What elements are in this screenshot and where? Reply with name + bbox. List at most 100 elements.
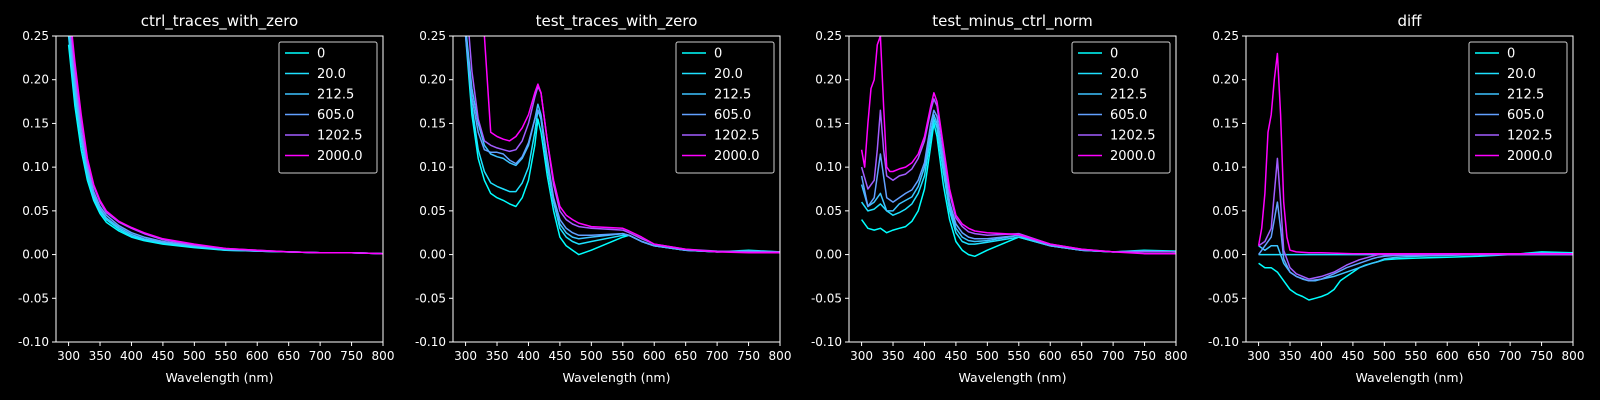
x-tick-label: 600	[1436, 349, 1459, 363]
legend-box	[278, 41, 378, 174]
legend-label: 605.0	[1110, 108, 1147, 123]
y-tick-label: 0.05	[1212, 204, 1239, 218]
legend: 0 20.0 212.5 605.0 1202.5 2000.0	[278, 41, 378, 174]
plot-frame	[55, 35, 384, 343]
x-axis-label: Wavelength (nm)	[1356, 370, 1464, 385]
x-tick-label: 750	[1530, 349, 1553, 363]
y-tick-label: 0.00	[22, 248, 49, 262]
y-tick-label: 0.20	[815, 73, 842, 87]
legend-label: 1202.5	[1507, 129, 1553, 144]
x-tick-label: 350	[89, 349, 112, 363]
x-tick-label: 450	[548, 349, 571, 363]
series-line-5	[1257, 52, 1573, 255]
x-tick-label: 700	[1499, 349, 1522, 363]
legend-label: 212.5	[1110, 88, 1147, 103]
legend: 0 20.0 212.5 605.0 1202.5 2000.0	[1468, 41, 1568, 174]
x-tick-label: 650	[277, 349, 300, 363]
y-tick-label: 0.00	[815, 248, 842, 262]
legend-label: 20.0	[317, 67, 346, 82]
y-tick-label: 0.15	[1212, 116, 1239, 130]
x-tick-label: 800	[769, 349, 792, 363]
x-tick-label: 500	[183, 349, 206, 363]
y-tick-label: -0.05	[1208, 291, 1239, 305]
series-line-3	[860, 109, 1176, 253]
plot-frame	[452, 35, 781, 343]
x-tick-label: 350	[486, 349, 509, 363]
y-tick-label: 0.25	[419, 29, 446, 43]
x-tick-label: 650	[1070, 349, 1093, 363]
y-tick-label: -0.10	[415, 335, 446, 349]
x-tick-label: 500	[580, 349, 603, 363]
legend-label: 605.0	[317, 108, 354, 123]
series-line-0	[1258, 251, 1573, 301]
x-tick-label: 550	[1404, 349, 1427, 363]
x-tick-label: 700	[1102, 349, 1125, 363]
series-line-5	[860, 36, 1176, 255]
series-line-3	[1257, 201, 1573, 282]
legend-label: 605.0	[714, 108, 751, 123]
x-tick-label: 450	[1341, 349, 1364, 363]
legend-label: 2000.0	[714, 149, 760, 164]
y-tick-label: 0.25	[1212, 29, 1239, 43]
legend-label: 0	[1507, 47, 1515, 62]
x-tick-label: 400	[913, 349, 936, 363]
x-tick-label: 750	[737, 349, 760, 363]
plot-frame	[1245, 35, 1574, 343]
legend-label: 2000.0	[317, 149, 363, 164]
legend-label: 20.0	[1110, 67, 1139, 82]
series-group	[860, 36, 1176, 258]
y-tick-label: 0.10	[815, 160, 842, 174]
legend-label: 20.0	[714, 67, 743, 82]
y-tick-label: -0.05	[415, 291, 446, 305]
y-tick-label: 0.20	[1212, 73, 1239, 87]
x-tick-label: 450	[944, 349, 967, 363]
x-tick-label: 750	[1133, 349, 1156, 363]
chart-title: ctrl_traces_with_zero	[141, 12, 298, 31]
series-line-5	[483, 36, 780, 254]
legend-box	[675, 41, 775, 174]
series-group	[1257, 52, 1573, 301]
y-tick-label: 0.05	[22, 204, 49, 218]
series-line-5	[71, 36, 383, 255]
y-tick-label: 0.00	[1212, 248, 1239, 262]
y-tick-label: 0.10	[419, 160, 446, 174]
x-tick-label: 650	[674, 349, 697, 363]
series-line-4	[1258, 157, 1573, 280]
y-tick-label: 0.10	[22, 160, 49, 174]
y-tick-label: -0.05	[811, 291, 842, 305]
chart-title: diff	[1397, 12, 1422, 30]
series-group	[464, 36, 780, 256]
legend-label: 1202.5	[1110, 129, 1156, 144]
x-tick-label: 750	[340, 349, 363, 363]
series-line-2	[1258, 245, 1573, 282]
x-tick-label: 800	[1562, 349, 1585, 363]
x-tick-label: 500	[976, 349, 999, 363]
legend-label: 0	[1110, 47, 1118, 62]
legend-box	[1468, 41, 1568, 174]
y-tick-label: 0.05	[419, 204, 446, 218]
x-tick-label: 300	[1247, 349, 1270, 363]
x-tick-label: 800	[1165, 349, 1188, 363]
x-tick-label: 700	[309, 349, 332, 363]
y-tick-label: 0.05	[815, 204, 842, 218]
y-tick-label: 0.20	[419, 73, 446, 87]
y-tick-label: 0.00	[419, 248, 446, 262]
y-tick-label: 0.10	[1212, 160, 1239, 174]
x-tick-label: 350	[1279, 349, 1302, 363]
y-tick-label: 0.15	[419, 116, 446, 130]
y-tick-label: -0.05	[18, 291, 49, 305]
y-tick-label: 0.25	[22, 29, 49, 43]
y-tick-label: -0.10	[1208, 335, 1239, 349]
legend-label: 605.0	[1507, 108, 1544, 123]
y-tick-label: 0.15	[815, 116, 842, 130]
x-axis-label: Wavelength (nm)	[166, 370, 274, 385]
x-tick-label: 600	[1039, 349, 1062, 363]
legend-label: 0	[317, 47, 325, 62]
legend-label: 2000.0	[1507, 149, 1553, 164]
y-tick-label: 0.25	[815, 29, 842, 43]
legend-label: 212.5	[714, 88, 751, 103]
x-tick-label: 800	[372, 349, 395, 363]
x-tick-label: 400	[120, 349, 143, 363]
legend: 0 20.0 212.5 605.0 1202.5 2000.0	[675, 41, 775, 174]
